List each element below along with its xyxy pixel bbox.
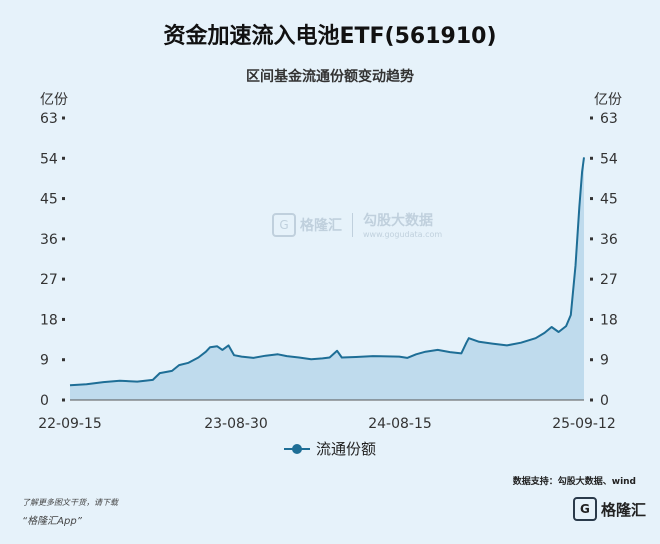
y-tick-label-right: 27 xyxy=(600,272,618,288)
legend-label: 流通份额 xyxy=(315,440,376,458)
y-tick-label-right: 36 xyxy=(600,232,618,248)
brand-logo-icon: G xyxy=(572,497,597,521)
axis-layer: 亿份 亿份 0 0 9 9 18 18 27 27 36 36 45 45 54 54 63 63 22-09-15… xyxy=(38,92,622,432)
y-tick-mark-right xyxy=(590,317,593,321)
series-line xyxy=(69,157,585,387)
y-tick-label-left: 36 xyxy=(40,232,58,248)
footer-note: 了解更多图文干货，请下载 xyxy=(22,498,118,507)
watermark-text: 勾股大数据 www.gogudata.com xyxy=(363,210,442,239)
y-tick-mark-left xyxy=(62,116,65,120)
y-tick-mark-right xyxy=(590,358,593,362)
y-tick-mark-left xyxy=(62,398,65,402)
y-tick-mark-right xyxy=(590,237,593,241)
y-tick-label-left: 18 xyxy=(40,312,58,328)
y-tick-mark-right xyxy=(590,156,593,160)
footer-brand: G 格隆汇 xyxy=(572,497,646,521)
y-axis-label-left: 亿份 xyxy=(40,92,68,108)
brand-name: 格隆汇 xyxy=(600,500,646,519)
x-tick-label: 22-09-15 xyxy=(38,416,102,432)
y-axis-label-right: 亿份 xyxy=(594,92,622,108)
y-tick-label-left: 45 xyxy=(40,192,58,208)
y-tick-label-right: 9 xyxy=(600,353,609,369)
chart-title: 资金加速流入电池ETF(561910) xyxy=(163,24,497,49)
y-tick-mark-left xyxy=(62,156,65,160)
watermark: G 格隆汇 勾股大数据 www.gogudata.com xyxy=(272,210,442,239)
y-tick-label-right: 0 xyxy=(600,393,609,409)
legend-marker-icon xyxy=(283,443,310,454)
y-tick-label-left: 27 xyxy=(40,272,58,288)
data-source: 数据支持：勾股大数据、wind xyxy=(512,477,636,487)
y-tick-mark-left xyxy=(62,197,65,201)
watermark-divider xyxy=(352,212,353,237)
x-tick-label: 24-08-15 xyxy=(368,416,432,432)
legend: 流通份额 xyxy=(0,438,660,459)
y-tick-mark-right xyxy=(590,277,593,281)
footer-app-name: “格隆汇App” xyxy=(22,516,82,527)
line-layer xyxy=(69,157,585,387)
x-tick-label: 23-08-30 xyxy=(204,416,268,432)
x-tick-label: 25-09-12 xyxy=(552,416,616,432)
watermark-url: www.gogudata.com xyxy=(363,230,443,239)
watermark-brand: 格隆汇 xyxy=(300,217,342,234)
y-tick-mark-left xyxy=(62,237,65,241)
y-tick-label-right: 54 xyxy=(600,151,618,167)
y-tick-mark-right xyxy=(590,398,593,402)
chart-subtitle: 区间基金流通份额变动趋势 xyxy=(246,69,414,85)
y-tick-label-right: 45 xyxy=(600,192,618,208)
y-tick-mark-left xyxy=(62,358,65,362)
y-tick-mark-right xyxy=(590,197,593,201)
y-tick-mark-right xyxy=(590,116,593,120)
watermark-logo-icon: G xyxy=(272,212,296,237)
area-layer xyxy=(70,157,584,400)
y-tick-label-left: 63 xyxy=(40,111,58,127)
watermark-name: 勾股大数据 xyxy=(363,213,433,229)
series-area xyxy=(70,157,584,400)
y-tick-label-left: 0 xyxy=(40,393,49,409)
y-tick-label-right: 63 xyxy=(600,111,618,127)
y-tick-mark-left xyxy=(62,317,65,321)
y-tick-label-left: 54 xyxy=(40,151,58,167)
y-tick-label-left: 9 xyxy=(40,353,49,369)
y-tick-mark-left xyxy=(62,277,65,281)
y-tick-label-right: 18 xyxy=(600,312,618,328)
